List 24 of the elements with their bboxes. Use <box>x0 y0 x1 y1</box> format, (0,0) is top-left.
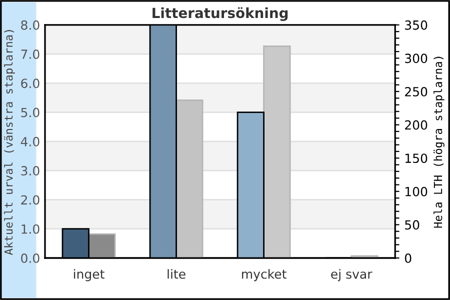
chart-title: Litteratursökning <box>152 7 288 21</box>
x-tick-label: mycket <box>242 269 286 282</box>
y2-tick-label: 300 <box>405 54 428 64</box>
y2-tick-label: 100 <box>406 186 428 196</box>
y-tick-label: 2.0 <box>21 195 40 205</box>
y-tick-label: 5.0 <box>21 108 40 118</box>
y-tick-label: 7.0 <box>21 50 40 59</box>
y-tick-label: 4.0 <box>20 136 40 146</box>
y2-tick-label: 0 <box>404 253 412 263</box>
y-tick-label: 1.0 <box>22 224 40 234</box>
y2-tick-label: 200 <box>405 120 428 130</box>
y-tick-label: 8.0 <box>21 20 40 30</box>
y2-axis-title: Hela LTH (högra staplarna) <box>434 56 444 228</box>
x-tick-label: ej svar <box>331 269 372 282</box>
y2-tick-label: 250 <box>405 86 428 96</box>
y-tick-label: 6.0 <box>21 78 40 88</box>
x-tick-label: lite <box>168 269 186 279</box>
y2-tick-label: 150 <box>406 154 428 164</box>
y2-tick-label: 350 <box>405 20 428 30</box>
x-tick-label: inget <box>74 269 104 282</box>
y-tick-label: 0.0 <box>21 253 40 263</box>
y-tick-label: 3.0 <box>21 166 40 176</box>
y-axis-title: Aktuellt urval (vänstra staplarna) <box>4 30 15 255</box>
y2-tick-label: 50 <box>405 220 420 230</box>
